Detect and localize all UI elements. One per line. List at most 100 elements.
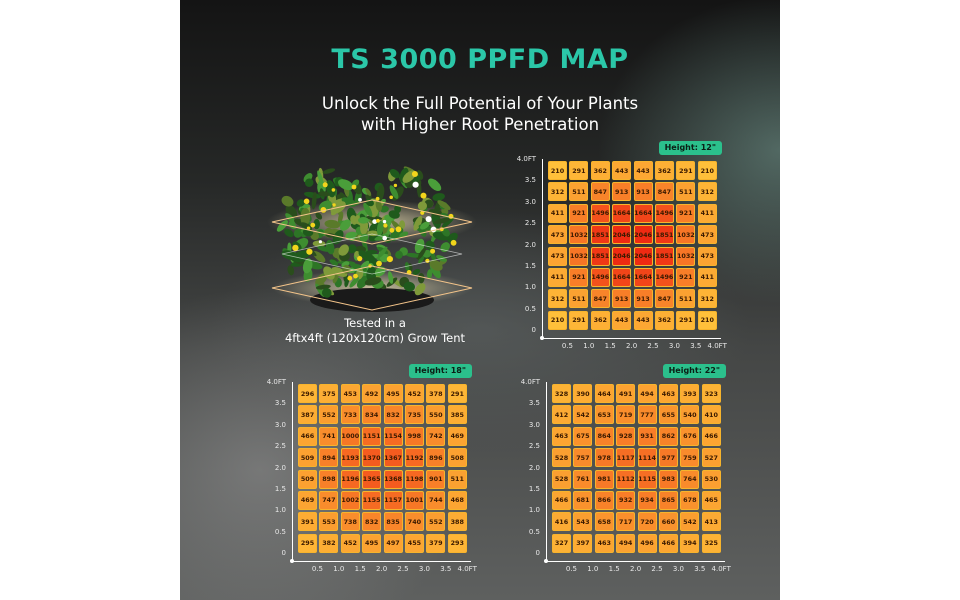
ppfd-cell: 744 [426,490,446,510]
ppfd-cell: 983 [658,469,678,489]
ppfd-cell: 452 [404,384,424,403]
y-tick-label: 4.0FT [520,378,540,386]
y-tick-label: 2.5 [274,442,286,451]
ppfd-cell: 492 [362,384,382,403]
y-tick-label: 1.5 [274,485,286,493]
y-tick-label: 1.0 [524,283,536,292]
ppfd-cell: 210 [548,161,567,180]
ppfd-cell: 528 [552,448,571,468]
ppfd-cell: 1155 [362,490,382,510]
ppfd-cell: 413 [701,512,721,532]
x-tick-label: 0.5 [311,565,323,574]
ppfd-cell: 977 [658,448,678,468]
ppfd-cell: 411 [697,203,717,223]
axis-origin [544,559,548,564]
y-tick-label: 0 [535,549,540,558]
y-tick-label: 3.5 [524,176,536,185]
y-axis [542,159,543,339]
ppfd-cell: 411 [697,267,717,287]
ppfd-cell: 2046 [633,246,653,266]
ppfd-cell: 491 [616,384,636,403]
ppfd-cell: 1032 [676,246,696,266]
x-tick-label: 4.0FT [711,565,731,574]
ppfd-cell: 416 [552,512,571,532]
ppfd-cell: 913 [612,289,632,309]
ppfd-cell: 497 [383,533,403,553]
ppfd-cell: 453 [340,384,360,403]
ppfd-map-2: 4.0FT 3.5 3.0 2.5 2.0 1.5 1.0 0.5 0 0.5 1.0 1.5 2.0 2… [258,364,478,588]
ppfd-cell: 1032 [676,225,696,245]
ppfd-cell: 1151 [362,426,382,446]
ppfd-cell: 719 [616,405,636,425]
ppfd-cell: 913 [612,182,632,202]
y-tick-label: 3.5 [274,399,286,408]
ppfd-cell: 511 [569,182,589,202]
ppfd-cell: 847 [590,289,610,309]
ppfd-cell: 1370 [362,448,382,468]
ppfd-cell: 468 [447,490,467,510]
y-axis [546,382,547,562]
x-tick-label: 3.5 [440,565,452,574]
ppfd-cell: 312 [697,182,717,202]
ppfd-cell: 411 [548,203,567,223]
ppfd-cell: 735 [404,405,424,425]
x-tick-label: 3.5 [690,342,702,351]
ppfd-cell: 931 [637,426,657,446]
x-axis [292,561,472,563]
ppfd-cell: 981 [594,469,614,489]
ppfd-cell: 764 [680,469,700,489]
ppfd-cell: 411 [548,267,567,287]
ppfd-cell: 375 [319,384,339,403]
ppfd-cell: 832 [383,405,403,425]
y-tick-label: 3.0 [524,197,536,206]
ppfd-cell: 1002 [340,490,360,510]
height-badge: Height: 22" [662,364,726,378]
ppfd-cell: 934 [637,490,657,510]
y-tick-label: 3.5 [528,399,540,408]
x-tick-label: 3.0 [668,342,680,351]
test-caption: Tested in a 4ftx4ft (120x120cm) Grow Ten… [270,316,480,346]
ppfd-cell: 742 [426,426,446,446]
ppfd-cell: 509 [298,448,317,468]
ppfd-cell: 1114 [637,448,657,468]
ppfd-cell: 494 [637,384,657,403]
ppfd-cell: 393 [680,384,700,403]
ppfd-cell: 913 [633,289,653,309]
x-tick-label: 2.5 [397,565,409,574]
ppfd-cell: 542 [573,405,593,425]
ppfd-cell: 1851 [654,225,674,245]
y-tick-label: 4.0FT [266,378,286,386]
y-tick-label: 0.5 [528,527,540,536]
ppfd-cell: 362 [654,161,674,180]
ppfd-cell: 921 [676,267,696,287]
ppfd-cell: 466 [552,490,571,510]
ppfd-cell: 834 [362,405,382,425]
ppfd-cell: 1001 [404,490,424,510]
ppfd-cell: 740 [404,512,424,532]
x-tick-label: 0.5 [565,565,577,574]
ppfd-cell: 463 [658,384,678,403]
ppfd-cell: 327 [552,533,571,553]
y-tick-label: 1.0 [274,506,286,515]
ppfd-cell: 660 [658,512,678,532]
ppfd-cell: 866 [594,490,614,510]
y-axis [292,382,293,562]
y-tick-label: 4.0FT [516,155,536,163]
ppfd-cell: 473 [548,246,567,266]
ppfd-cell: 362 [654,310,674,330]
ppfd-cell: 469 [298,490,317,510]
axis-origin [290,559,294,564]
ppfd-cell: 717 [616,512,636,532]
ppfd-cell: 655 [658,405,678,425]
y-tick-label: 1.0 [528,506,540,515]
ppfd-cell: 495 [383,384,403,403]
plant-canopy-image [262,150,482,320]
ppfd-cell: 443 [633,310,653,330]
ppfd-cell: 901 [426,469,446,489]
ppfd-cell: 443 [612,310,632,330]
ppfd-cell: 1368 [383,469,403,489]
ppfd-cell: 1117 [616,448,636,468]
ppfd-grid: 328 390 464 491 494 463 393 323 412 542 653 719 777 6… [552,384,721,553]
ppfd-cell: 210 [697,161,717,180]
x-tick-label: 1.5 [354,565,366,574]
